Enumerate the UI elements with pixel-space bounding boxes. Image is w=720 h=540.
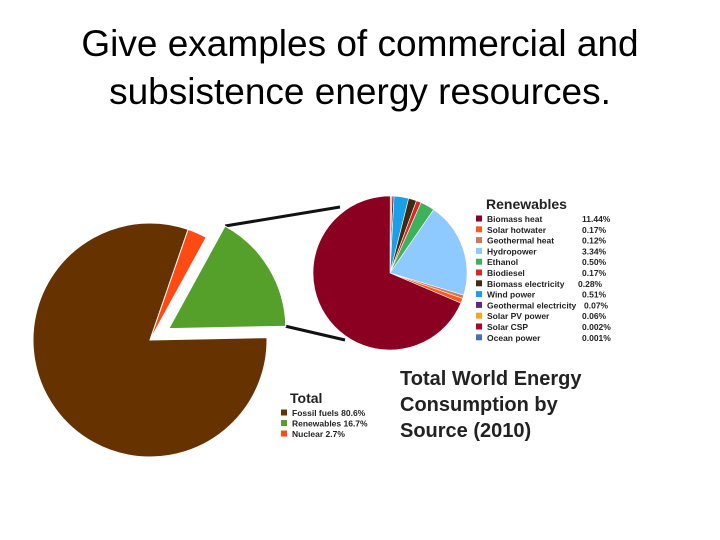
zoom-connector-lines xyxy=(224,205,346,342)
renewables-legend-label-geothermal-heat: Geothermal heat xyxy=(487,236,554,246)
renewables-legend-swatch-hydropower xyxy=(476,247,482,254)
renewables-legend-label-wind-power: Wind power xyxy=(487,290,536,300)
renewables-legend-value-wind-power: 0.51% xyxy=(582,290,607,300)
chart-caption-line-2: Consumption by xyxy=(400,394,558,416)
renewables-legend-swatch-biomass-electricity xyxy=(476,280,482,287)
chart-caption-line-1: Total World Energy xyxy=(400,368,582,390)
renewables-legend: Renewables Biomass heat 11.44% Solar hotwat… xyxy=(476,196,611,343)
connector-line-bottom xyxy=(285,324,346,342)
renewables-legend-swatch-wind-power xyxy=(476,291,482,298)
total-legend-swatch-nuclear xyxy=(281,430,287,437)
total-pie xyxy=(32,222,287,458)
renewables-legend-value-biomass-heat: 11.44% xyxy=(582,214,611,224)
renewables-legend-value-biodiesel: 0.17% xyxy=(582,268,607,278)
slide-title: Give examples of commercial and subsiste… xyxy=(0,20,720,116)
renewables-legend-label-biomass-heat: Biomass heat xyxy=(487,214,542,224)
renewables-slice-biomass-heat xyxy=(312,195,462,351)
renewables-legend-label-biodiesel: Biodiesel xyxy=(487,268,525,278)
total-legend-label-fossil-fuels: Fossil fuels 80.6% xyxy=(292,408,366,418)
renewables-legend-label-geothermal-electricity: Geothermal electricity xyxy=(487,300,577,310)
renewables-legend-swatch-geothermal-heat xyxy=(476,237,482,244)
renewables-legend-label-hydropower: Hydropower xyxy=(487,246,537,256)
total-slice-renewables xyxy=(167,225,287,330)
renewables-legend-value-hydropower: 3.34% xyxy=(582,246,607,256)
total-legend-title: Total xyxy=(290,390,322,406)
total-legend: Total Fossil fuels 80.6%Renewables 16.7%N… xyxy=(281,390,368,439)
renewables-legend-label-solar-pv-power: Solar PV power xyxy=(487,311,550,321)
renewables-legend-label-solar-hotwater: Solar hotwater xyxy=(487,225,547,235)
renewables-legend-value-ethanol: 0.50% xyxy=(582,257,607,267)
renewables-pie xyxy=(312,195,468,351)
total-slice-nuclear xyxy=(149,228,207,341)
renewables-legend-swatch-biomass-heat xyxy=(476,215,482,222)
renewables-legend-value-solar-hotwater: 0.17% xyxy=(582,225,607,235)
connector-line-top xyxy=(224,205,341,228)
total-legend-label-nuclear: Nuclear 2.7% xyxy=(292,429,345,439)
renewables-legend-value-solar-pv-power: 0.06% xyxy=(582,311,607,321)
slide-title-line-2: subsistence energy resources. xyxy=(109,71,611,112)
renewables-legend-swatch-geothermal-electricity xyxy=(476,301,482,308)
renewables-slice-hydropower xyxy=(389,209,468,296)
renewables-legend-title: Renewables xyxy=(486,196,567,212)
renewables-legend-label-ocean-power: Ocean power xyxy=(487,333,541,343)
slide-title-line-1: Give examples of commercial and xyxy=(81,23,639,64)
renewables-legend-swatch-biodiesel xyxy=(476,269,482,276)
renewables-legend-swatch-ethanol xyxy=(476,258,482,265)
renewables-legend-label-solar-csp: Solar CSP xyxy=(487,322,528,332)
renewables-legend-value-geothermal-electricity: 0.07% xyxy=(584,300,609,310)
renewables-legend-label-biomass-electricity: Biomass electricity xyxy=(487,279,565,289)
renewables-legend-value-ocean-power: 0.001% xyxy=(582,333,611,343)
total-legend-swatch-fossil-fuels xyxy=(281,409,287,416)
renewables-legend-swatch-solar-hotwater xyxy=(476,226,482,233)
renewables-legend-label-ethanol: Ethanol xyxy=(487,257,518,267)
renewables-legend-swatch-solar-csp xyxy=(476,323,482,330)
chart-caption-line-3: Source (2010) xyxy=(400,420,532,442)
renewables-legend-swatch-ocean-power xyxy=(476,334,482,341)
renewables-legend-value-biomass-electricity: 0.28% xyxy=(578,279,603,289)
renewables-legend-swatch-solar-pv-power xyxy=(476,312,482,319)
total-legend-swatch-renewables xyxy=(281,420,287,426)
renewables-legend-value-solar-csp: 0.002% xyxy=(582,322,611,332)
renewables-legend-value-geothermal-heat: 0.12% xyxy=(582,236,607,246)
chart-caption: Total World Energy Consumption by Source… xyxy=(400,366,700,444)
total-legend-label-renewables: Renewables 16.7% xyxy=(292,419,368,429)
